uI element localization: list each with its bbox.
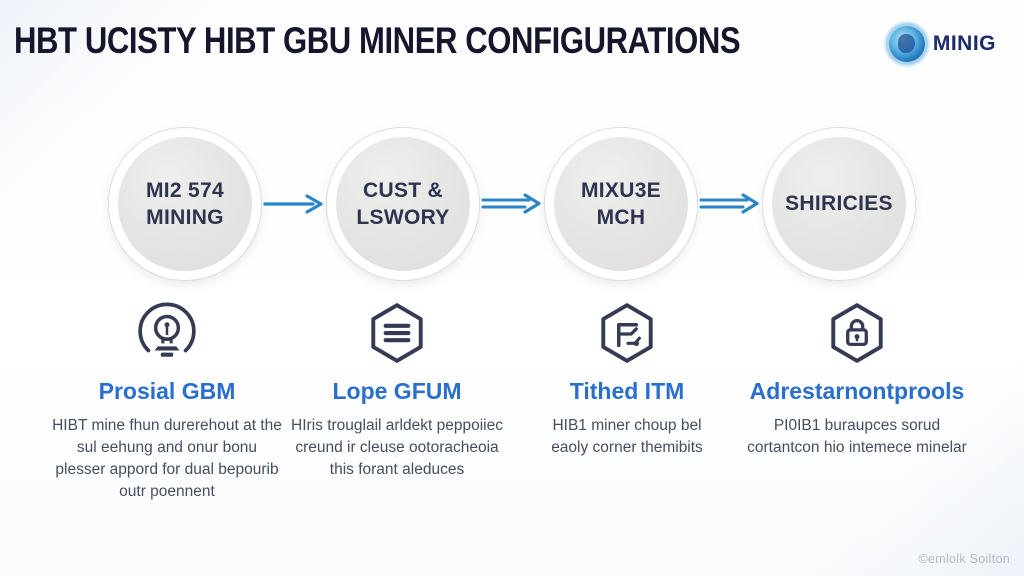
feature-col-1: Prosial GBM HIBT mine fhun durerehout at… — [52, 296, 282, 503]
arrow-double-icon — [479, 191, 545, 217]
hexagon-list-icon — [364, 296, 430, 370]
flow-step-label: SHIRICIES — [785, 190, 893, 217]
feature-title: Adrestarnontprools — [749, 378, 965, 404]
flow-step-3: MIXU3E MCH — [545, 128, 697, 280]
globe-gear-icon — [888, 26, 925, 62]
brand-logo: MINIG — [888, 26, 996, 62]
flow-step-line1: CUST & — [363, 178, 443, 202]
feature-columns: Prosial GBM HIBT mine fhun durerehout at… — [52, 296, 972, 503]
arrow-single-icon — [261, 193, 327, 215]
lightbulb-badge-icon — [134, 296, 200, 370]
feature-col-2: Lope GFUM HIris trouglail arldekt peppoi… — [282, 296, 512, 503]
flow-step-line2: MCH — [596, 206, 646, 229]
header: HBT UCISTY HIBT GBU MINER CONFIGURATIONS… — [0, 0, 1024, 80]
flow-step-label: CUST & LSWORY — [356, 177, 449, 232]
flow-step-1: MI2 574 MINING — [109, 128, 261, 280]
flow-step-2: CUST & LSWORY — [327, 128, 479, 280]
feature-body: HIBT mine fhun durerehout at the sul eeh… — [52, 417, 282, 500]
arrow-double-icon — [697, 191, 763, 217]
feature-body: HIB1 miner choup bel eaoly corner themib… — [551, 417, 703, 456]
feature-col-4: Adrestarnontprools PI0IB1 buraupces soru… — [742, 296, 972, 503]
hexagon-lock-icon — [824, 296, 890, 370]
feature-body: HIris trouglail arldekt peppoiiec creund… — [291, 417, 503, 478]
flow-step-line1: MI2 574 — [146, 178, 224, 202]
page-title: HBT UCISTY HIBT GBU MINER CONFIGURATIONS — [14, 20, 741, 61]
flow-step-line1: MIXU3E — [581, 178, 661, 202]
feature-title: Lope GFUM — [332, 378, 462, 404]
feature-body: PI0IB1 buraupces sorud cortantcon hio in… — [747, 417, 967, 456]
feature-col-3: Tithed ITM HIB1 miner choup bel eaoly co… — [512, 296, 742, 503]
flow-step-label: MIXU3E MCH — [581, 177, 661, 232]
process-flow: MI2 574 MINING CUST & LSWORY MIXU3E MCH — [0, 128, 1024, 280]
footer-credit: ©emlolk Soilton — [918, 552, 1010, 566]
flow-step-line2: MINING — [146, 206, 224, 229]
flow-step-label: MI2 574 MINING — [146, 177, 224, 232]
flow-step-line1: SHIRICIES — [785, 192, 893, 216]
hexagon-circuit-icon — [594, 296, 660, 370]
flow-step-4: SHIRICIES — [763, 128, 915, 280]
feature-title: Tithed ITM — [569, 378, 685, 404]
flow-step-line2: LSWORY — [356, 206, 450, 229]
brand-name: MINIG — [932, 32, 996, 55]
feature-title: Prosial GBM — [98, 378, 236, 404]
